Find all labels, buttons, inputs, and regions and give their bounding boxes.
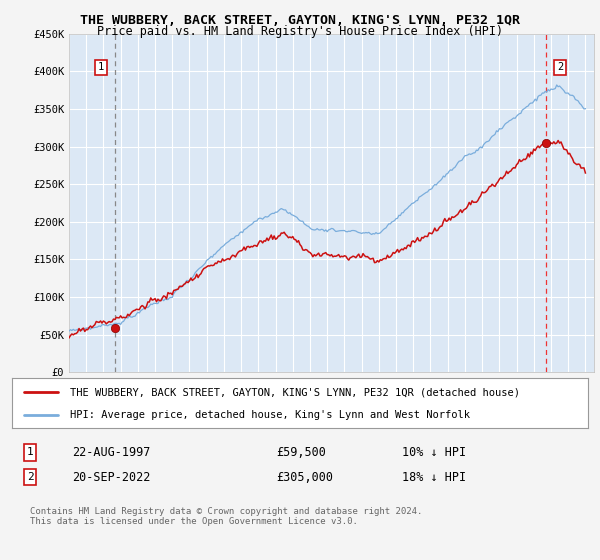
Text: £59,500: £59,500: [276, 446, 326, 459]
Text: THE WUBBERY, BACK STREET, GAYTON, KING'S LYNN, PE32 1QR (detached house): THE WUBBERY, BACK STREET, GAYTON, KING'S…: [70, 387, 520, 397]
Text: Price paid vs. HM Land Registry's House Price Index (HPI): Price paid vs. HM Land Registry's House …: [97, 25, 503, 38]
Text: 22-AUG-1997: 22-AUG-1997: [72, 446, 151, 459]
Text: THE WUBBERY, BACK STREET, GAYTON, KING'S LYNN, PE32 1QR: THE WUBBERY, BACK STREET, GAYTON, KING'S…: [80, 14, 520, 27]
Text: 1: 1: [26, 447, 34, 458]
Text: 20-SEP-2022: 20-SEP-2022: [72, 470, 151, 484]
Text: 18% ↓ HPI: 18% ↓ HPI: [402, 470, 466, 484]
Text: 1: 1: [98, 63, 104, 72]
Text: Contains HM Land Registry data © Crown copyright and database right 2024.
This d: Contains HM Land Registry data © Crown c…: [30, 507, 422, 526]
Text: 2: 2: [557, 63, 563, 72]
Text: HPI: Average price, detached house, King's Lynn and West Norfolk: HPI: Average price, detached house, King…: [70, 410, 470, 421]
Text: 10% ↓ HPI: 10% ↓ HPI: [402, 446, 466, 459]
Text: £305,000: £305,000: [276, 470, 333, 484]
Text: 2: 2: [26, 472, 34, 482]
